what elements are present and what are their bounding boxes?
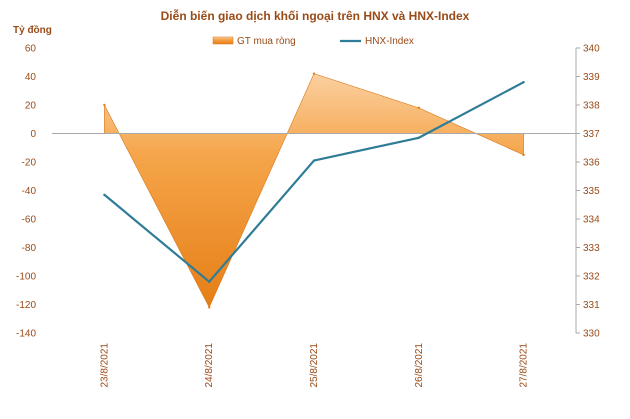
line-point-1: [103, 193, 106, 196]
legend-label-gt-mua-rong: GT mua ròng: [237, 36, 296, 47]
category-label: 27/8/2021: [519, 343, 530, 388]
right-tick-label: 340: [583, 44, 600, 55]
left-tick-label: -120: [16, 300, 36, 311]
line-point-5: [522, 81, 525, 84]
right-tick-label: 330: [583, 329, 600, 340]
category-label: 24/8/2021: [204, 343, 215, 388]
right-tick-label: 331: [583, 300, 600, 311]
right-tick-label: 334: [583, 215, 600, 226]
area-point-3: [312, 72, 316, 75]
area-point-4: [417, 106, 420, 110]
right-tick-label: 339: [583, 72, 600, 83]
right-tick-label: 333: [583, 243, 600, 254]
right-tick-label: 337: [583, 129, 600, 140]
area-point-5: [522, 153, 525, 157]
category-label: 23/8/2021: [99, 343, 110, 388]
right-tick-label: 332: [583, 272, 600, 283]
line-point-3: [312, 159, 316, 162]
line-point-4: [417, 136, 420, 139]
left-tick-label: -20: [22, 158, 37, 169]
area-point-1: [103, 103, 106, 107]
y-axis-label-left: Tỷ đồng: [13, 24, 52, 36]
left-tick-label: -60: [22, 215, 37, 226]
left-tick-label: -80: [22, 243, 37, 254]
legend-label-hnx-index: HNX-Index: [365, 36, 414, 47]
category-label: 26/8/2021: [414, 343, 425, 388]
axes: 60 40 20 0 -20 -40 -60 -80 -100 -120 -140 340 339 338…: [16, 44, 600, 388]
area-point-2: [208, 306, 211, 309]
area-series-gt-mua-rong: [104, 73, 524, 309]
left-tick-label: -100: [16, 272, 36, 283]
category-label: 25/8/2021: [309, 343, 320, 388]
right-tick-label: 336: [583, 158, 600, 169]
right-tick-label: 338: [583, 101, 600, 112]
left-tick-label: 0: [30, 129, 36, 140]
left-tick-label: -40: [22, 186, 37, 197]
chart-title: Diễn biến giao dịch khối ngoại trên HNX …: [161, 8, 470, 23]
right-tick-label: 335: [583, 186, 600, 197]
line-point-2: [208, 280, 211, 283]
left-tick-label: 40: [25, 72, 37, 83]
left-tick-label: 20: [25, 101, 37, 112]
legend: GT mua ròng HNX-Index: [212, 36, 414, 47]
left-tick-label: -140: [16, 329, 36, 340]
legend-swatch-gt-mua-rong: [212, 36, 234, 45]
plot-area: [52, 72, 576, 309]
left-tick-label: 60: [25, 44, 37, 55]
